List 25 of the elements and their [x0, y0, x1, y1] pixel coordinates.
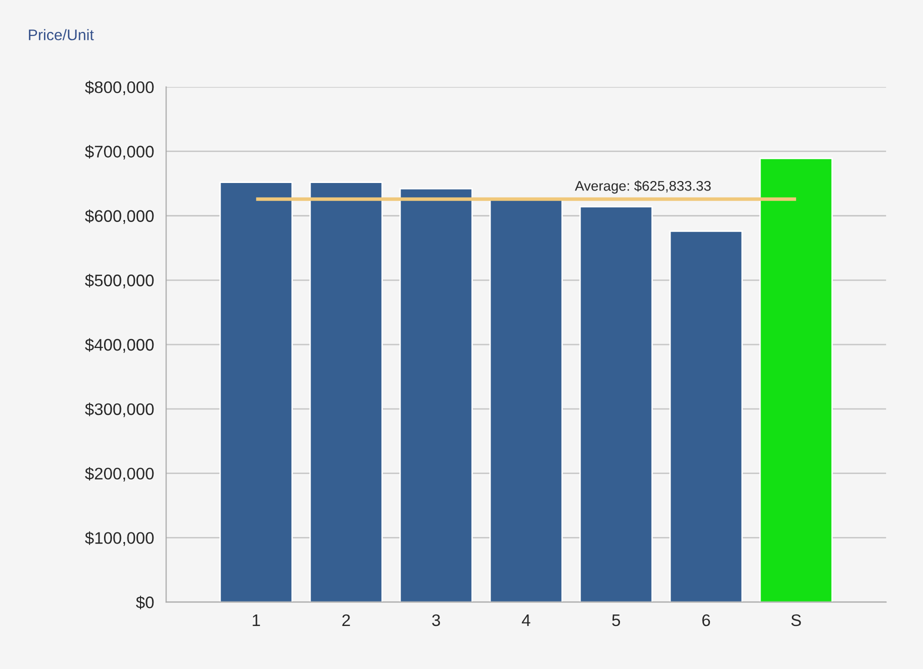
x-tick-label: 3	[432, 614, 440, 626]
y-tick-label: $500,000	[85, 274, 154, 288]
bar	[669, 230, 743, 602]
bar	[489, 198, 563, 602]
x-tick-label: 4	[522, 614, 530, 626]
y-tick-label: $400,000	[85, 338, 154, 353]
y-tick-label: $600,000	[85, 209, 154, 224]
x-tick-label: S	[791, 614, 801, 626]
bar	[579, 206, 653, 602]
y-tick-label: $300,000	[85, 402, 154, 418]
y-tick-label: $0	[136, 596, 154, 610]
y-tick-label: $200,000	[85, 467, 154, 482]
x-tick-label: 2	[342, 614, 350, 626]
x-tick-label: 1	[252, 614, 260, 626]
bar	[759, 158, 833, 602]
ref-line-label: Average: $625,833.33	[574, 180, 711, 194]
x-tick-label: 6	[702, 614, 710, 626]
bar	[309, 182, 383, 602]
x-tick-label: 5	[612, 614, 620, 626]
bar	[399, 188, 473, 602]
bar	[219, 182, 293, 602]
y-tick-label: $800,000	[85, 80, 154, 96]
y-tick-label: $100,000	[85, 531, 154, 546]
y-axis-title: Price/Unit	[28, 29, 94, 40]
y-tick-label: $700,000	[85, 145, 154, 160]
